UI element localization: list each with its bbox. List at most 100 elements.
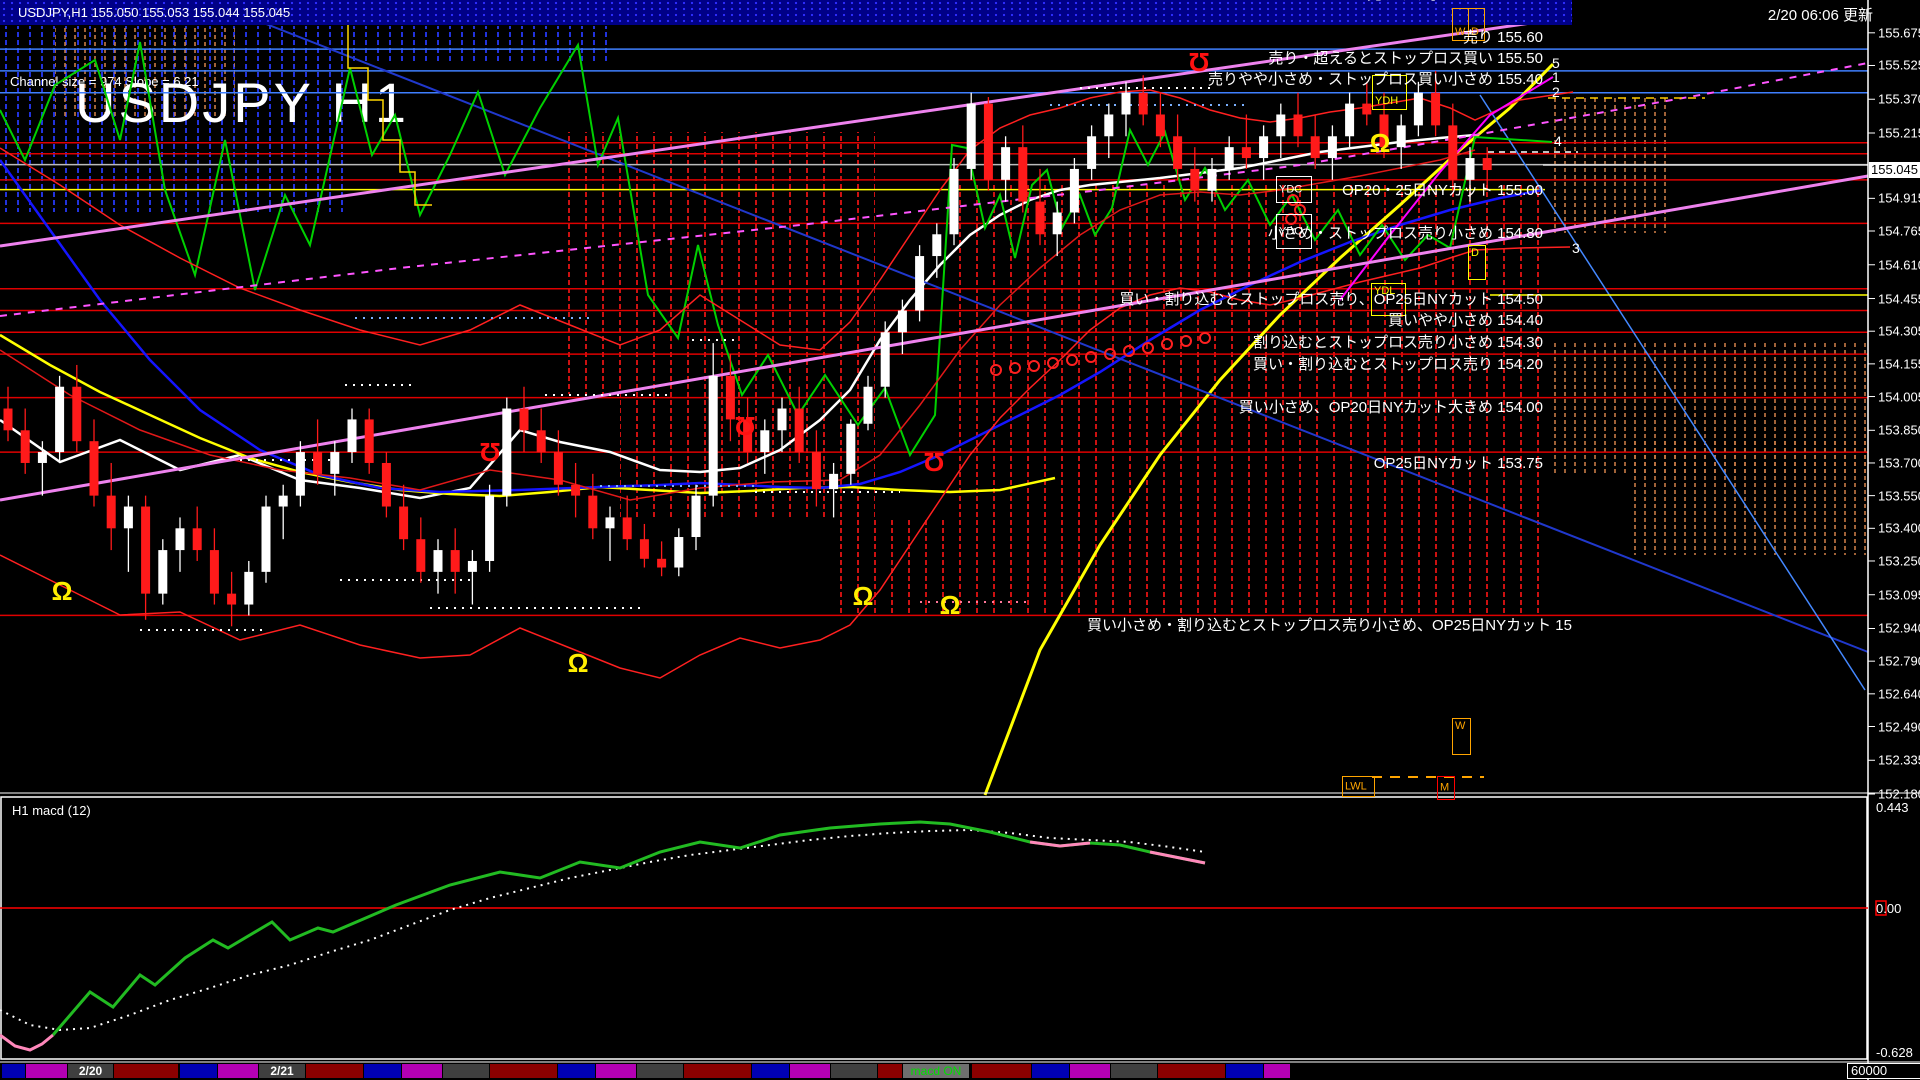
candle-body <box>89 441 99 496</box>
time-axis-segment <box>972 1064 1031 1078</box>
price-tick-label: 152.335 <box>1878 752 1920 768</box>
candle-body <box>639 539 649 559</box>
candle-body <box>1104 114 1114 137</box>
candle-body <box>622 517 632 540</box>
horseshoe-marker: Ω <box>52 576 73 606</box>
price-level-annotation: 買い小さめ、OP20日NYカット大きめ 154.00 <box>1238 399 1543 416</box>
price-tick-label: 154.155 <box>1878 356 1920 372</box>
time-axis-segment <box>1158 1064 1225 1078</box>
break-circle <box>1287 194 1299 206</box>
candle-body <box>588 495 598 529</box>
overlay-yellow-steep <box>983 62 1555 796</box>
time-axis-segment <box>1264 1064 1290 1078</box>
candle-body <box>1121 92 1131 115</box>
candle-body <box>485 495 495 561</box>
horseshoe-marker: Ω <box>480 437 501 467</box>
candle-body <box>1431 92 1441 126</box>
time-axis-segment <box>114 1064 178 1078</box>
price-tick-label: 154.915 <box>1878 190 1920 206</box>
price-tick-label: 152.940 <box>1878 620 1920 636</box>
time-axis-segment <box>1226 1064 1263 1078</box>
break-circle <box>1199 332 1211 344</box>
candle-body <box>1087 136 1097 169</box>
macd-scale-min: -0.628 <box>1876 1045 1913 1060</box>
macd-toggle-button[interactable]: macd ON <box>903 1064 969 1078</box>
time-axis-segment <box>402 1064 442 1078</box>
candle-body <box>399 506 409 540</box>
candle-body <box>777 408 787 431</box>
candle-body <box>261 506 271 572</box>
line-number-label: 1 <box>1552 69 1560 85</box>
price-level-annotation: 買いやや小さめ 154.40 <box>1387 312 1543 329</box>
time-axis-segment <box>790 1064 830 1078</box>
candle-body <box>450 550 460 572</box>
break-circle <box>1104 348 1116 360</box>
candle-body <box>1345 103 1355 137</box>
time-axis-segment <box>443 1064 489 1078</box>
candle-body <box>1259 136 1269 159</box>
time-axis-segment <box>752 1064 789 1078</box>
break-circle <box>1028 360 1040 372</box>
symbol-ohlc-label: USDJPY,H1 155.050 155.053 155.044 155.04… <box>18 5 291 20</box>
price-tick-label: 152.790 <box>1878 653 1920 669</box>
candle-body <box>416 539 426 572</box>
price-level-annotation: 売り 155.60 <box>1462 29 1543 46</box>
candle-body <box>1052 212 1062 235</box>
price-tick-label: 153.850 <box>1878 422 1920 438</box>
break-circle <box>1085 351 1097 363</box>
price-tick-label: 155.525 <box>1878 57 1920 73</box>
indicator-cloud-regions <box>0 26 1870 615</box>
break-circle <box>1161 338 1173 350</box>
price-tick-label: 155.370 <box>1878 91 1920 107</box>
price-level-annotation: 売りやや小さめ 155.70 90 <box>1367 0 1543 4</box>
price-level-annotation: OP20・25日NYカット 155.00 <box>1342 182 1543 199</box>
candle-body <box>949 168 959 235</box>
marker-box-ydl: YDL <box>1371 283 1406 316</box>
marker-box-ydc: YDC <box>1276 176 1312 203</box>
overlay-red-upper <box>0 89 1574 351</box>
price-level-annotation: 売り・超えるとストップロス買い 155.50 <box>1268 50 1543 67</box>
candle-body <box>1190 168 1200 191</box>
candle-body <box>502 408 512 496</box>
candle-body <box>1224 147 1234 169</box>
price-tick-label: 153.250 <box>1878 553 1920 569</box>
price-tick-label: 154.610 <box>1878 257 1920 273</box>
break-circle <box>1066 354 1078 366</box>
candle-body <box>381 462 391 507</box>
price-tick-label: 155.215 <box>1878 125 1920 141</box>
macd-zero-marker <box>1875 900 1887 916</box>
candle-body <box>932 234 942 257</box>
watermark-symbol-label: USDJPY H1 <box>75 71 409 134</box>
candle-body <box>106 495 116 529</box>
date-label: 2/21 <box>270 1064 294 1078</box>
time-axis-segment <box>364 1064 401 1078</box>
price-level-annotation: 売りやや小さめ・ストップロス買い小さめ 155.40 <box>1207 71 1543 88</box>
overlay-blue-trend <box>204 0 1869 653</box>
time-axis-segment <box>306 1064 363 1078</box>
overlay-plum-trend-2 <box>0 174 1869 502</box>
break-circle <box>1294 204 1306 216</box>
candle-body <box>209 550 219 594</box>
candle-body <box>846 423 856 474</box>
break-circle <box>1142 342 1154 354</box>
macd-pink-segment <box>0 1033 54 1052</box>
line-number-label: 5 <box>1552 55 1560 71</box>
date-label: 2/20 <box>78 1064 103 1078</box>
price-tick-label: 153.400 <box>1878 520 1920 536</box>
candle-body <box>1310 136 1320 159</box>
candle-body <box>278 495 288 507</box>
price-level-annotation: 割り込むとストップロス売り小さめ 154.30 <box>1252 334 1543 351</box>
price-tick-label: 153.550 <box>1878 488 1920 504</box>
macd-pane-label: H1 macd (12) <box>12 803 91 818</box>
break-circle <box>1180 335 1192 347</box>
candle-body <box>863 386 873 424</box>
candle-body <box>1413 92 1423 126</box>
time-axis-segment <box>878 1064 902 1078</box>
price-level-annotation: 買い・割り込むとストップロス売り、OP25日NYカット 154.50 <box>1119 291 1543 308</box>
break-circle <box>1123 345 1135 357</box>
candle-body <box>295 452 305 496</box>
time-axis-segment <box>831 1064 877 1078</box>
candle-body <box>20 430 30 463</box>
candle-body <box>347 419 357 453</box>
